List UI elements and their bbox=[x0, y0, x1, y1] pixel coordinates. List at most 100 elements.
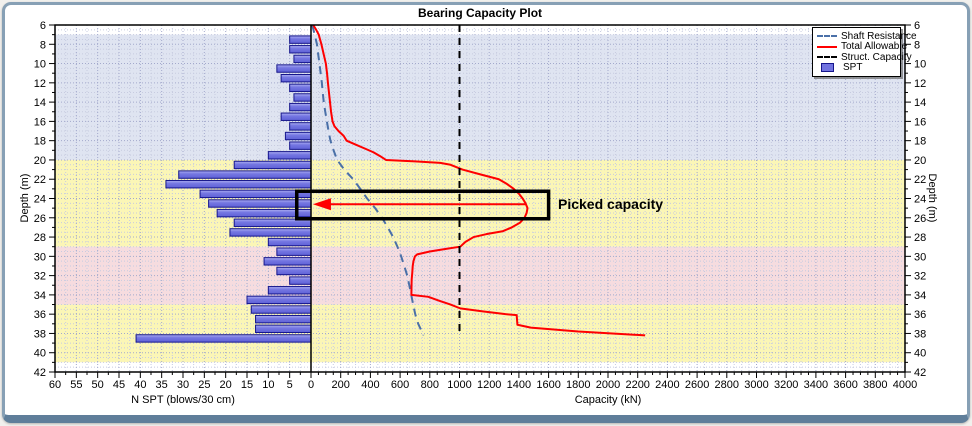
dashed-line-icon bbox=[817, 56, 837, 59]
tick-label: 18 bbox=[914, 136, 926, 148]
tick-label: 10 bbox=[262, 379, 274, 391]
tick-label: 22 bbox=[914, 174, 926, 186]
legend-label: Total Allowable bbox=[841, 41, 908, 53]
tick-label: 16 bbox=[34, 116, 46, 128]
picked-capacity-box[interactable] bbox=[294, 189, 551, 221]
legend-label: Shaft Resistance bbox=[841, 30, 917, 42]
tick-label: 22 bbox=[34, 174, 46, 186]
tick-label: 10 bbox=[914, 59, 926, 71]
tick-label: 10 bbox=[34, 59, 46, 71]
bar-swatch-icon bbox=[821, 63, 834, 73]
tick-label: 6 bbox=[40, 20, 46, 32]
tick-label: 38 bbox=[34, 328, 46, 340]
tick-label: 32 bbox=[914, 271, 926, 283]
dashed-line-icon bbox=[817, 35, 837, 37]
tick-label: 20 bbox=[34, 155, 46, 167]
tick-label: 40 bbox=[134, 379, 146, 391]
tick-label: 20 bbox=[914, 155, 926, 167]
tick-label: 28 bbox=[34, 232, 46, 244]
tick-label: 1400 bbox=[507, 379, 531, 391]
axes bbox=[49, 24, 911, 378]
soil-band bbox=[55, 362, 905, 372]
tick-label: 3000 bbox=[744, 379, 768, 391]
tick-label: 45 bbox=[113, 379, 125, 391]
tick-label: 34 bbox=[914, 290, 926, 302]
tick-label: 30 bbox=[914, 251, 926, 263]
nspt-axis-title: N SPT (blows/30 cm) bbox=[131, 394, 235, 406]
tick-label: 1200 bbox=[477, 379, 501, 391]
tick-label: 18 bbox=[34, 136, 46, 148]
tick-labels: 6 6 8 8 10 10 12 12 14 14 16 16 18 18 20 20 22 22 24 24 26 26… bbox=[34, 20, 927, 391]
picked-capacity-annotation[interactable] bbox=[294, 189, 551, 221]
tick-label: 1000 bbox=[447, 379, 471, 391]
tick-label: 60 bbox=[49, 379, 61, 391]
tick-label: 3200 bbox=[774, 379, 798, 391]
tick-label: 15 bbox=[241, 379, 253, 391]
tick-label: 35 bbox=[156, 379, 168, 391]
tick-label: 42 bbox=[914, 367, 926, 379]
solid-line-icon bbox=[817, 45, 837, 48]
tick-label: 4000 bbox=[893, 379, 917, 391]
tick-label: 12 bbox=[914, 78, 926, 90]
tick-label: 36 bbox=[914, 309, 926, 321]
tick-label: 2600 bbox=[685, 379, 709, 391]
tick-label: 26 bbox=[914, 213, 926, 225]
tick-label: 25 bbox=[198, 379, 210, 391]
tick-label: 2400 bbox=[655, 379, 679, 391]
plot-area[interactable] bbox=[55, 25, 905, 372]
tick-label: 8 bbox=[914, 39, 920, 51]
tick-label: 600 bbox=[391, 379, 409, 391]
chart-title: Bearing Capacity Plot bbox=[418, 6, 542, 20]
tick-label: 55 bbox=[70, 379, 82, 391]
tick-label: 16 bbox=[914, 116, 926, 128]
tick-label: 34 bbox=[34, 290, 46, 302]
tick-label: 30 bbox=[34, 251, 46, 263]
tick-label: 24 bbox=[914, 194, 926, 206]
tick-label: 3400 bbox=[804, 379, 828, 391]
picked-capacity-label: Picked capacity bbox=[558, 196, 663, 212]
legend-item-shaft-resistance: Shaft Resistance bbox=[817, 31, 917, 42]
tick-label: 20 bbox=[220, 379, 232, 391]
tick-label: 40 bbox=[914, 348, 926, 360]
tick-label: 800 bbox=[421, 379, 439, 391]
tick-label: 0 bbox=[308, 379, 314, 391]
tick-label: 50 bbox=[92, 379, 104, 391]
legend-label: SPT bbox=[843, 62, 863, 74]
legend-item-total-allowable: Total Allowable bbox=[817, 41, 907, 52]
capacity-axis-title: Capacity (kN) bbox=[575, 394, 642, 406]
tick-label: 200 bbox=[332, 379, 350, 391]
tick-label: 1600 bbox=[536, 379, 560, 391]
tick-label: 1800 bbox=[566, 379, 590, 391]
tick-label: 38 bbox=[914, 328, 926, 340]
soil-band bbox=[55, 25, 905, 35]
tick-label: 3600 bbox=[833, 379, 857, 391]
tick-label: 42 bbox=[34, 367, 46, 379]
tick-label: 2800 bbox=[715, 379, 739, 391]
depth-axis-title-right: Depth (m) bbox=[926, 174, 938, 223]
tick-label: 12 bbox=[34, 78, 46, 90]
tick-label: 14 bbox=[914, 97, 926, 109]
legend: Shaft Resistance Total Allowable Struct.… bbox=[812, 27, 917, 77]
tick-label: 40 bbox=[34, 348, 46, 360]
tick-label: 24 bbox=[34, 194, 46, 206]
tick-label: 8 bbox=[40, 39, 46, 51]
legend-item-spt: SPT bbox=[817, 62, 896, 74]
tick-label: 2200 bbox=[625, 379, 649, 391]
tick-label: 400 bbox=[361, 379, 379, 391]
tick-label: 6 bbox=[914, 20, 920, 32]
tick-label: 26 bbox=[34, 213, 46, 225]
arrowhead-icon bbox=[312, 198, 331, 211]
legend-item-struct-capacity: Struct. Capacity bbox=[817, 52, 912, 63]
tick-label: 3800 bbox=[863, 379, 887, 391]
depth-axis-title-left: Depth (m) bbox=[19, 174, 31, 223]
gridlines bbox=[55, 25, 905, 372]
curve-shaft-resistance bbox=[311, 24, 425, 336]
legend-label: Struct. Capacity bbox=[841, 51, 912, 63]
tick-label: 5 bbox=[287, 379, 293, 391]
tick-label: 14 bbox=[34, 97, 46, 109]
tick-label: 36 bbox=[34, 309, 46, 321]
tick-label: 28 bbox=[914, 232, 926, 244]
tick-label: 30 bbox=[177, 379, 189, 391]
